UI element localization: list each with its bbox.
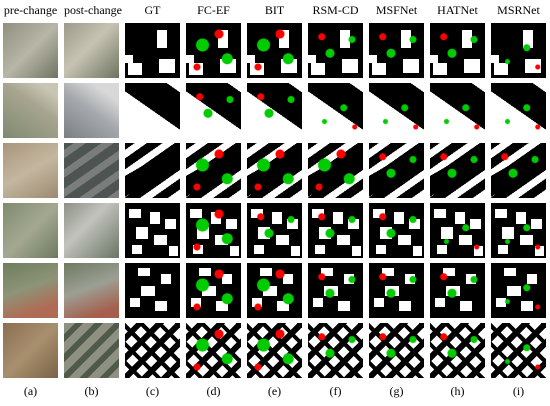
prediction — [430, 203, 485, 258]
prediction — [430, 263, 485, 318]
prediction — [186, 203, 241, 258]
prediction — [491, 323, 546, 378]
ground-truth — [125, 323, 180, 378]
post-image — [64, 323, 119, 378]
column-label: (f) — [329, 384, 342, 398]
prediction — [369, 263, 424, 318]
prediction — [308, 323, 363, 378]
prediction — [491, 203, 546, 258]
prediction — [430, 83, 485, 138]
pre-image — [3, 23, 58, 78]
ground-truth — [125, 203, 180, 258]
prediction — [186, 23, 241, 78]
column-title: MSFNet — [375, 3, 418, 17]
column-label: (h) — [450, 384, 465, 398]
prediction — [308, 23, 363, 78]
pre-image — [3, 323, 58, 378]
prediction — [369, 23, 424, 78]
column-label: (g) — [389, 384, 404, 398]
prediction — [247, 203, 302, 258]
prediction — [247, 83, 302, 138]
ground-truth — [125, 23, 180, 78]
prediction — [186, 83, 241, 138]
post-image — [64, 23, 119, 78]
column-label: (i) — [512, 384, 525, 398]
prediction — [308, 143, 363, 198]
pre-image — [3, 263, 58, 318]
column-title: post-change — [64, 3, 122, 17]
column-label: (a) — [23, 384, 38, 398]
prediction — [430, 323, 485, 378]
prediction — [186, 143, 241, 198]
post-image — [64, 203, 119, 258]
prediction — [369, 323, 424, 378]
column-title: BIT — [264, 3, 285, 17]
prediction — [491, 143, 546, 198]
ground-truth — [125, 83, 180, 138]
prediction — [247, 143, 302, 198]
column-title: GT — [144, 3, 161, 17]
prediction — [308, 83, 363, 138]
prediction — [430, 143, 485, 198]
pre-image — [3, 203, 58, 258]
post-image — [64, 263, 119, 318]
prediction — [491, 263, 546, 318]
column-label: (d) — [206, 384, 221, 398]
column-title: pre-change — [3, 3, 58, 17]
column-title: MSRNet — [497, 3, 540, 17]
pre-image — [3, 143, 58, 198]
figure: pre-change post-change GT FC-EF BIT RSM-… — [3, 2, 550, 401]
column-label: (c) — [145, 384, 160, 398]
prediction — [369, 203, 424, 258]
prediction — [247, 23, 302, 78]
post-image — [64, 83, 119, 138]
prediction — [186, 323, 241, 378]
prediction — [369, 143, 424, 198]
post-image — [64, 143, 119, 198]
column-label: (e) — [267, 384, 282, 398]
prediction — [430, 23, 485, 78]
prediction — [308, 263, 363, 318]
pre-image — [3, 83, 58, 138]
prediction — [308, 203, 363, 258]
prediction — [247, 263, 302, 318]
prediction — [491, 23, 546, 78]
prediction — [247, 323, 302, 378]
ground-truth — [125, 263, 180, 318]
column-title: HATNet — [437, 3, 478, 17]
column-title: RSM-CD — [312, 3, 359, 17]
ground-truth — [125, 143, 180, 198]
column-title: FC-EF — [197, 3, 230, 17]
prediction — [186, 263, 241, 318]
prediction — [491, 83, 546, 138]
prediction — [369, 83, 424, 138]
column-label: (b) — [84, 384, 99, 398]
